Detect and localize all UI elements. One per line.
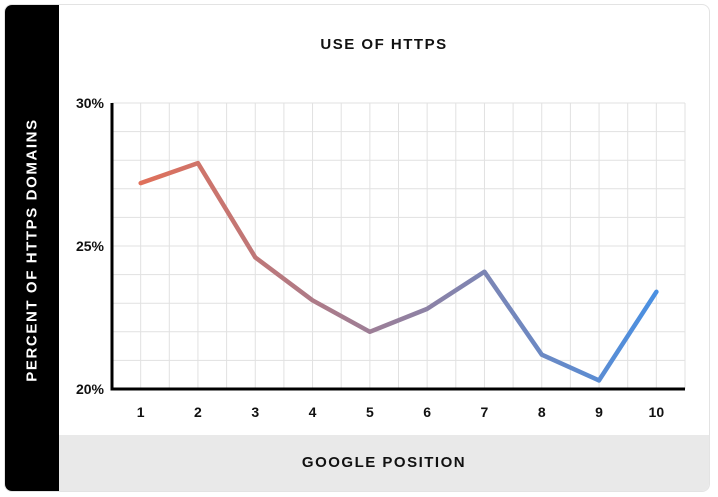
- x-tick-label: 9: [595, 404, 603, 420]
- y-tick-label: 20%: [76, 381, 105, 397]
- chart-title: USE OF HTTPS: [320, 36, 448, 53]
- y-axis-label-panel: PERCENT OF HTTPS DOMAINS: [5, 5, 59, 491]
- x-tick-label: 7: [481, 404, 489, 420]
- data-point: [425, 307, 430, 312]
- x-tick-label: 10: [649, 404, 665, 420]
- data-point: [597, 378, 602, 383]
- data-point: [138, 181, 143, 186]
- line-chart: 20% 25% 30% 1 2 3 4 5 6 7 8 9 10: [76, 95, 686, 420]
- data-point: [253, 255, 258, 260]
- chart-card: PERCENT OF HTTPS DOMAINS USE OF HTTPS GO…: [4, 4, 710, 492]
- y-tick-label: 25%: [76, 238, 105, 254]
- data-point: [196, 161, 201, 166]
- x-tick-label: 1: [137, 404, 145, 420]
- x-tick-label: 6: [423, 404, 431, 420]
- x-axis-label-panel: GOOGLE POSITION: [59, 435, 709, 491]
- x-tick-label: 8: [538, 404, 546, 420]
- data-point: [540, 352, 545, 357]
- data-point: [482, 269, 487, 274]
- x-tick-label: 2: [194, 404, 202, 420]
- x-tick-label: 3: [251, 404, 259, 420]
- data-point: [654, 290, 659, 295]
- series-line: [138, 160, 659, 383]
- x-tick-label: 4: [309, 404, 317, 420]
- data-point: [368, 330, 373, 335]
- y-tick-label: 30%: [76, 95, 105, 111]
- data-point: [310, 298, 315, 303]
- x-tick-label: 5: [366, 404, 374, 420]
- x-axis-label: GOOGLE POSITION: [301, 454, 467, 471]
